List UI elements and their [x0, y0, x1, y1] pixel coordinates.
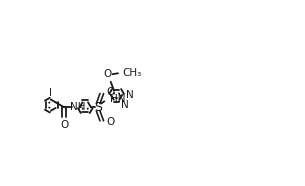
Text: NH: NH [70, 102, 85, 112]
Text: N: N [121, 100, 129, 110]
Text: O: O [106, 87, 114, 97]
Text: S: S [94, 101, 102, 114]
Text: CH₃: CH₃ [122, 68, 142, 78]
Text: I: I [49, 88, 52, 98]
Text: O: O [106, 117, 114, 127]
Text: O: O [60, 120, 68, 130]
Text: N: N [126, 90, 134, 100]
Text: HN: HN [109, 94, 125, 104]
Text: O: O [103, 69, 111, 79]
